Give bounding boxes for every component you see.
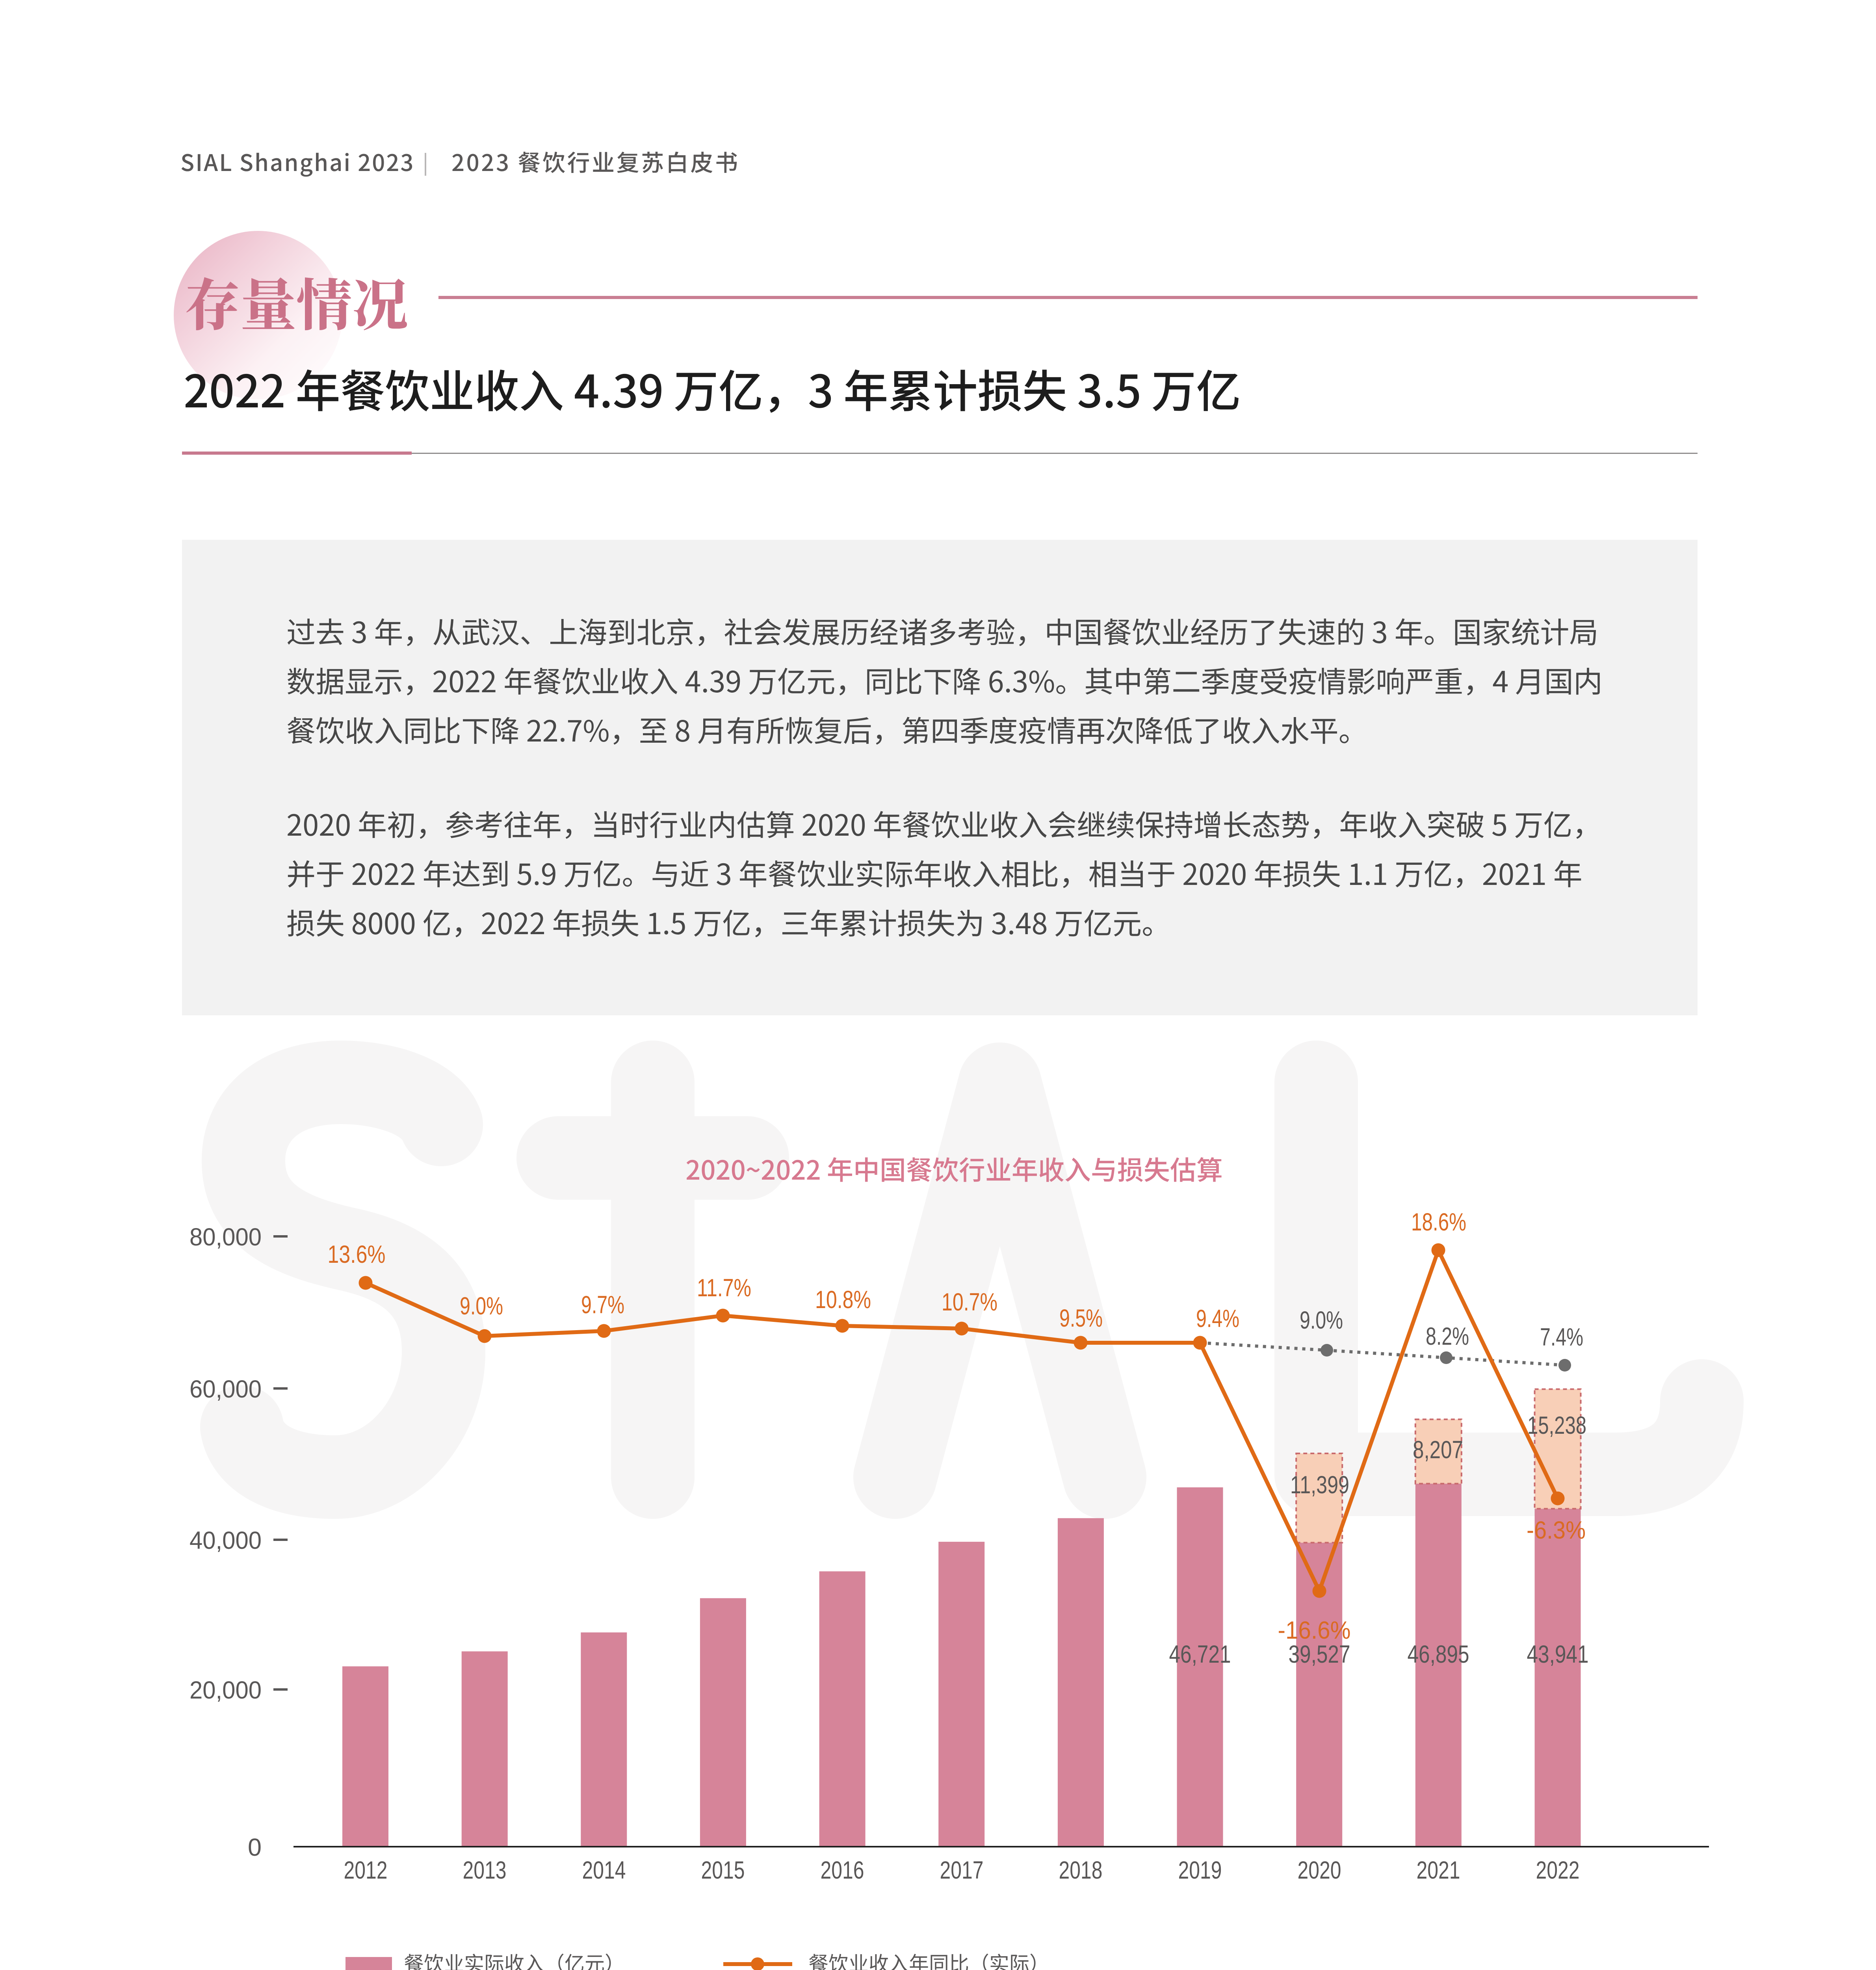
svg-text:2012: 2012 — [344, 1857, 388, 1884]
svg-text:2018: 2018 — [1059, 1857, 1103, 1884]
svg-text:10.8%: 10.8% — [815, 1286, 871, 1314]
svg-text:39,527: 39,527 — [1289, 1641, 1350, 1668]
svg-text:60,000: 60,000 — [189, 1375, 262, 1403]
svg-text:2020: 2020 — [1298, 1857, 1341, 1884]
svg-text:0: 0 — [248, 1834, 262, 1861]
svg-text:9.0%: 9.0% — [460, 1292, 503, 1320]
svg-text:11,399: 11,399 — [1290, 1471, 1349, 1499]
svg-text:80,000: 80,000 — [189, 1223, 262, 1251]
svg-text:15,238: 15,238 — [1527, 1412, 1586, 1439]
svg-text:2019: 2019 — [1178, 1857, 1222, 1884]
svg-text:9.7%: 9.7% — [581, 1291, 624, 1319]
svg-text:9.4%: 9.4% — [1196, 1305, 1239, 1333]
svg-text:20,000: 20,000 — [189, 1676, 262, 1704]
svg-text:-16.6%: -16.6% — [1278, 1617, 1351, 1644]
svg-text:8.2%: 8.2% — [1426, 1323, 1469, 1350]
svg-text:10.7%: 10.7% — [942, 1288, 997, 1316]
svg-text:-6.3%: -6.3% — [1527, 1517, 1586, 1544]
svg-text:18.6%: 18.6% — [1411, 1208, 1466, 1236]
svg-text:2014: 2014 — [582, 1857, 626, 1884]
svg-text:2015: 2015 — [701, 1857, 745, 1884]
svg-text:2017: 2017 — [940, 1857, 984, 1884]
svg-text:2016: 2016 — [821, 1857, 864, 1884]
svg-text:46,895: 46,895 — [1408, 1641, 1469, 1668]
svg-text:13.6%: 13.6% — [328, 1241, 386, 1268]
svg-text:43,941: 43,941 — [1527, 1641, 1589, 1668]
svg-text:40,000: 40,000 — [189, 1527, 262, 1554]
svg-text:2013: 2013 — [463, 1857, 507, 1884]
svg-text:8,207: 8,207 — [1413, 1436, 1463, 1464]
svg-text:46,721: 46,721 — [1169, 1641, 1231, 1668]
svg-text:9.0%: 9.0% — [1300, 1307, 1343, 1334]
svg-text:7.4%: 7.4% — [1540, 1323, 1583, 1351]
svg-text:9.5%: 9.5% — [1059, 1305, 1103, 1332]
svg-text:11.7%: 11.7% — [697, 1274, 751, 1302]
svg-text:2022: 2022 — [1536, 1857, 1580, 1884]
svg-text:2021: 2021 — [1417, 1857, 1460, 1884]
